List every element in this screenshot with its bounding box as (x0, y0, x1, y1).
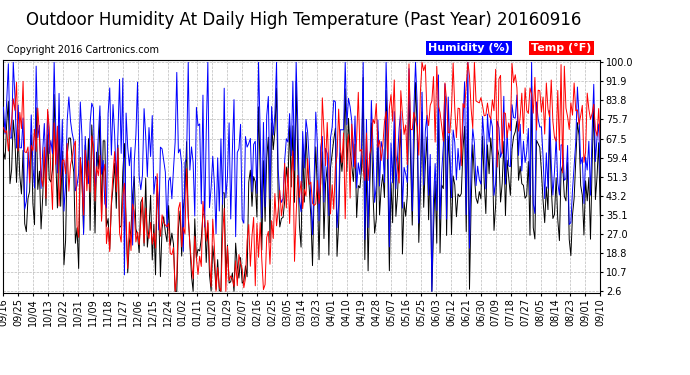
Text: Outdoor Humidity At Daily High Temperature (Past Year) 20160916: Outdoor Humidity At Daily High Temperatu… (26, 11, 581, 29)
Text: Temp (°F): Temp (°F) (531, 43, 592, 53)
Text: Copyright 2016 Cartronics.com: Copyright 2016 Cartronics.com (7, 45, 159, 55)
Text: Humidity (%): Humidity (%) (428, 43, 509, 53)
